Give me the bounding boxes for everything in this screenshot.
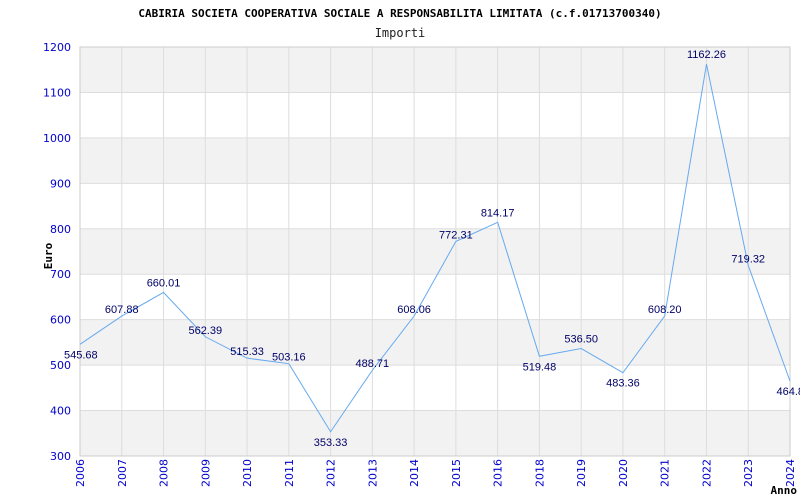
grid-band <box>80 410 790 456</box>
x-tick-label: 2007 <box>116 459 129 487</box>
data-label: 562.39 <box>188 325 222 337</box>
x-tick-label: 2011 <box>283 459 296 487</box>
data-label: 503.16 <box>272 352 306 364</box>
y-tick-label: 300 <box>50 450 71 463</box>
y-tick-label: 1000 <box>43 132 71 145</box>
x-tick-label: 2014 <box>408 459 421 487</box>
x-tick-label: 2019 <box>575 459 588 487</box>
data-label: 607.88 <box>105 304 139 316</box>
chart-title: CABIRIA SOCIETA COOPERATIVA SOCIALE A RE… <box>138 7 661 20</box>
data-label: 608.06 <box>397 304 431 316</box>
x-tick-label: 2020 <box>617 459 630 487</box>
grid-band <box>80 137 790 184</box>
grid-band <box>80 365 790 411</box>
grid-band <box>80 228 790 275</box>
x-tick-label: 2018 <box>533 459 546 487</box>
y-axis-label: Euro <box>42 242 55 269</box>
y-tick-label: 500 <box>50 359 71 372</box>
x-tick-label: 2016 <box>492 459 505 487</box>
data-label: 814.17 <box>481 207 515 219</box>
x-tick-label: 2015 <box>450 459 463 487</box>
y-tick-label: 700 <box>50 268 71 281</box>
data-label: 515.33 <box>230 346 264 358</box>
data-label: 483.36 <box>606 378 640 390</box>
data-label: 519.48 <box>523 361 557 373</box>
grid-band <box>80 319 790 366</box>
x-tick-label: 2012 <box>325 459 338 487</box>
data-label: 545.68 <box>64 349 98 361</box>
x-tick-labels: 2006 2007 2008 2009 2010 2011 2012 2013 2014 2015… <box>74 459 797 487</box>
chart-subtitle: Importi <box>375 26 426 40</box>
x-tick-label: 2013 <box>366 459 379 487</box>
grid-band <box>80 183 790 229</box>
y-tick-label: 1100 <box>43 86 71 99</box>
data-label: 608.20 <box>648 304 682 316</box>
x-tick-label: 2022 <box>700 459 713 487</box>
series-line <box>79 64 791 433</box>
x-tick-label: 2024 <box>784 459 797 487</box>
gridlines <box>79 46 791 457</box>
x-tick-label: 2023 <box>742 459 755 487</box>
grid-band <box>80 47 790 93</box>
y-tick-label: 800 <box>50 223 71 236</box>
x-tick-label: 2010 <box>241 459 254 487</box>
y-tick-label: 1200 <box>43 41 71 54</box>
data-label: 464.8 <box>776 386 800 398</box>
x-tick-label: 2009 <box>199 459 212 487</box>
x-axis-label: Anno <box>771 484 798 497</box>
x-tick-label: 2006 <box>74 459 87 487</box>
data-label: 1162.26 <box>687 49 726 61</box>
data-label: 488.71 <box>356 358 390 370</box>
y-tick-label: 400 <box>50 405 71 418</box>
background-bands <box>80 47 790 456</box>
y-tick-label: 900 <box>50 177 71 190</box>
data-label: 353.33 <box>314 437 348 449</box>
y-tick-label: 600 <box>50 314 71 327</box>
data-label: 536.50 <box>564 334 598 346</box>
plot-frame <box>79 46 791 457</box>
x-tick-label: 2021 <box>659 459 672 487</box>
data-label: 660.01 <box>147 277 181 289</box>
data-label: 719.32 <box>731 253 765 265</box>
grid-band <box>80 274 790 320</box>
data-labels: 545.68 607.88 660.01 562.39 515.33 503.16 353.… <box>64 49 800 449</box>
x-tick-label: 2008 <box>158 459 171 487</box>
y-tick-labels: 300 400 500 600 700 800 900 1000 1100 1200 <box>43 41 71 463</box>
grid-band <box>80 92 790 138</box>
data-label: 772.31 <box>439 229 473 241</box>
